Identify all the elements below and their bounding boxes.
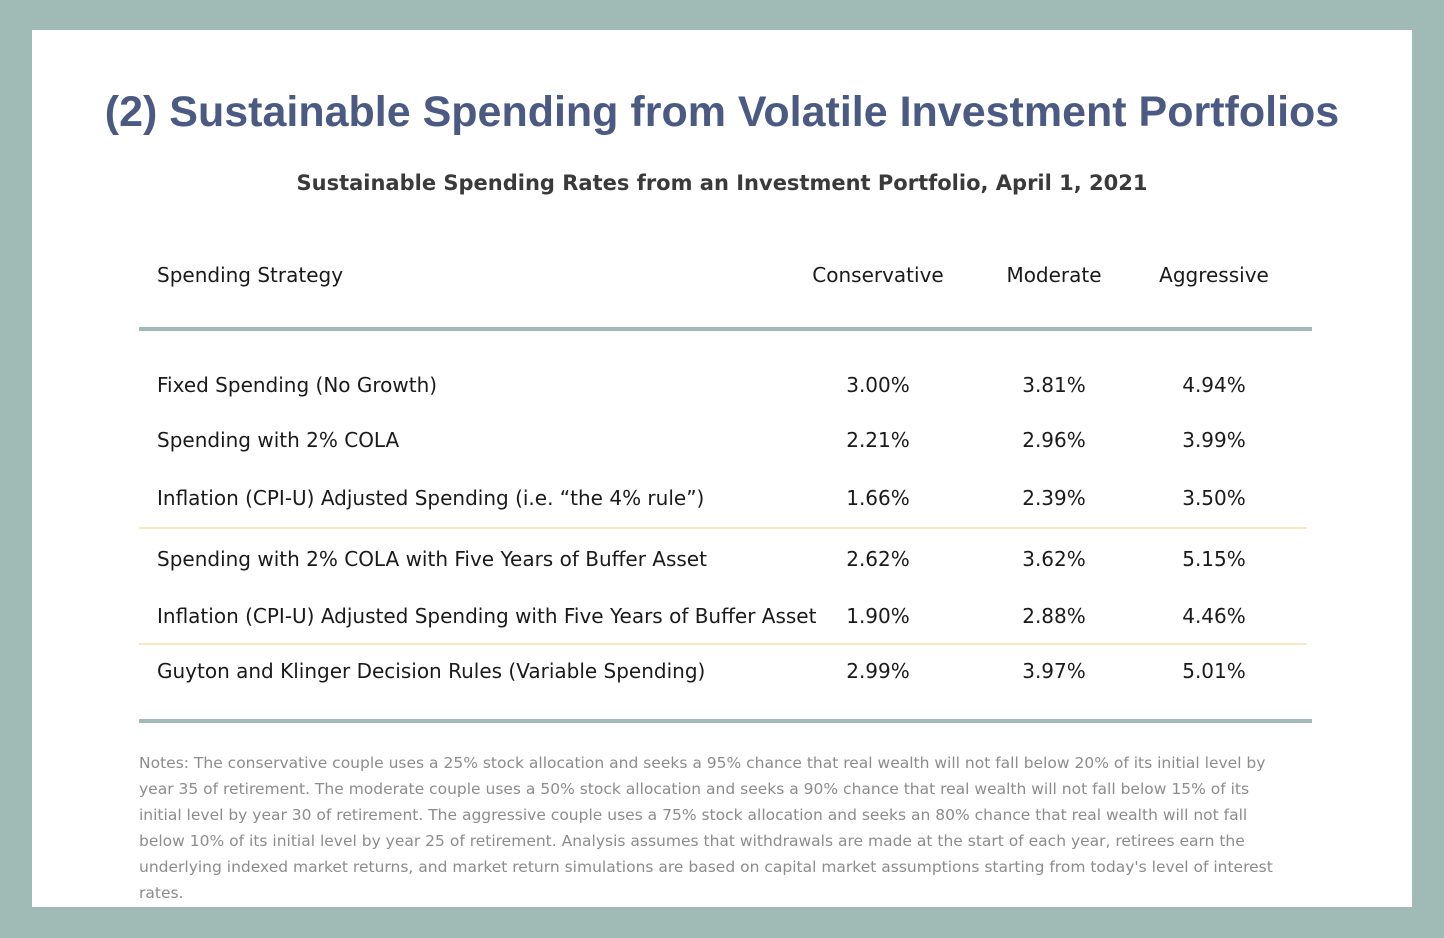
page-title: (2) Sustainable Spending from Volatile I… bbox=[104, 88, 1340, 136]
row-label: Spending with 2% COLA bbox=[157, 428, 400, 452]
table-row-inflation-buffer: Inflation (CPI-U) Adjusted Spending with… bbox=[139, 588, 1312, 643]
group-divider bbox=[139, 643, 1307, 645]
row-label: Fixed Spending (No Growth) bbox=[157, 373, 438, 397]
table-row-cola-buffer: Spending with 2% COLA with Five Years of… bbox=[139, 529, 1312, 588]
header-divider bbox=[139, 327, 1312, 331]
column-header-conservative: Conservative bbox=[812, 262, 944, 287]
cell-aggressive: 3.50% bbox=[1182, 486, 1246, 510]
table-row-guyton-klinger: Guyton and Klinger Decision Rules (Varia… bbox=[139, 645, 1312, 697]
table-row-inflation-adjusted: Inflation (CPI-U) Adjusted Spending (i.e… bbox=[139, 469, 1312, 527]
row-label: Guyton and Klinger Decision Rules (Varia… bbox=[157, 659, 706, 683]
table-row-cola: Spending with 2% COLA 2.21% 2.96% 3.99% bbox=[139, 411, 1312, 469]
cell-aggressive: 5.01% bbox=[1182, 659, 1246, 683]
cell-conservative: 2.99% bbox=[846, 659, 910, 683]
cell-moderate: 2.39% bbox=[1022, 486, 1086, 510]
column-header-moderate: Moderate bbox=[1006, 262, 1102, 287]
cell-conservative: 2.21% bbox=[846, 428, 910, 452]
cell-aggressive: 4.46% bbox=[1182, 603, 1246, 628]
table-subtitle: Sustainable Spending Rates from an Inves… bbox=[296, 171, 1148, 195]
cell-aggressive: 5.15% bbox=[1182, 546, 1246, 571]
content-card: (2) Sustainable Spending from Volatile I… bbox=[32, 30, 1412, 907]
cell-moderate: 3.81% bbox=[1022, 373, 1086, 397]
cell-aggressive: 4.94% bbox=[1182, 373, 1246, 397]
cell-moderate: 3.62% bbox=[1022, 546, 1086, 571]
cell-aggressive: 3.99% bbox=[1182, 428, 1246, 452]
cell-moderate: 3.97% bbox=[1022, 659, 1086, 683]
table-bottom-divider bbox=[139, 719, 1312, 723]
row-label: Inflation (CPI-U) Adjusted Spending (i.e… bbox=[157, 486, 705, 510]
table-header-row: Spending Strategy Conservative Moderate … bbox=[139, 252, 1312, 297]
spending-rates-table: Spending Strategy Conservative Moderate … bbox=[139, 252, 1312, 723]
cell-conservative: 1.90% bbox=[846, 603, 910, 628]
cell-conservative: 3.00% bbox=[846, 373, 910, 397]
table-row-fixed-spending: Fixed Spending (No Growth) 3.00% 3.81% 4… bbox=[139, 359, 1312, 411]
column-header-aggressive: Aggressive bbox=[1159, 262, 1269, 287]
cell-conservative: 1.66% bbox=[846, 486, 910, 510]
column-header-strategy: Spending Strategy bbox=[157, 262, 344, 287]
group-divider bbox=[139, 527, 1307, 529]
cell-conservative: 2.62% bbox=[846, 546, 910, 571]
table-notes: Notes: The conservative couple uses a 25… bbox=[139, 754, 1273, 902]
row-label: Inflation (CPI-U) Adjusted Spending with… bbox=[157, 603, 817, 628]
cell-moderate: 2.88% bbox=[1022, 603, 1086, 628]
row-label: Spending with 2% COLA with Five Years of… bbox=[157, 546, 707, 571]
cell-moderate: 2.96% bbox=[1022, 428, 1086, 452]
